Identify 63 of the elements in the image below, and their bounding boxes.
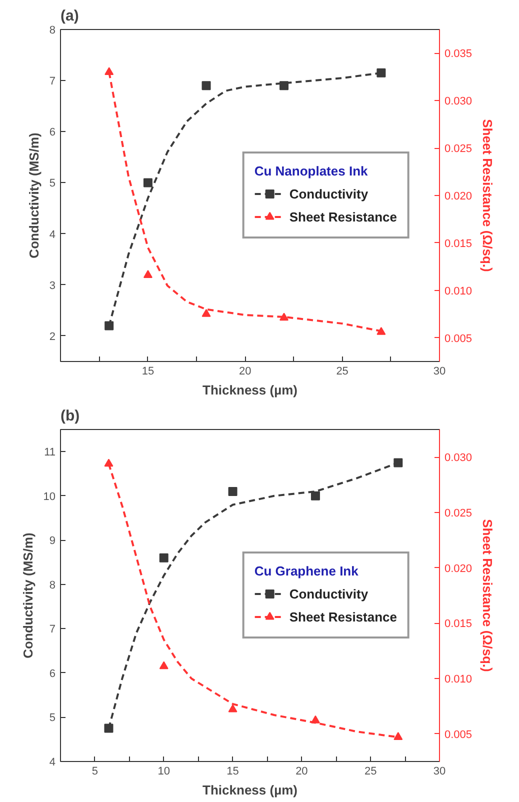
y-tick-label: 6 [49, 668, 56, 680]
y2-tick-label: 0.005 [444, 728, 472, 741]
y-tick-label: 2 [49, 330, 56, 343]
point [159, 553, 168, 562]
y2-tick-label: 0.025 [444, 143, 472, 156]
y2-tick-label: 0.010 [444, 285, 472, 298]
legend-title: Cu Graphene Ink [254, 564, 360, 578]
chart-title: (a) [60, 8, 79, 24]
y2-tick-label: 0.015 [444, 618, 472, 630]
x-axis-title: Thickness (µm) [202, 782, 298, 798]
y-tick-label: 10 [43, 490, 56, 503]
y2-tick-label: 0.010 [444, 674, 472, 686]
y2-axis-title: Sheet Resistance (Ω/sq.) [480, 119, 496, 272]
point [159, 661, 168, 670]
y-tick-label: 7 [49, 76, 56, 88]
x-tick-label: 5 [92, 766, 98, 778]
y2-tick-label: 0.025 [444, 508, 472, 520]
y-tick-label: 11 [44, 446, 56, 459]
point [202, 308, 211, 317]
y-tick-label: 3 [49, 280, 56, 292]
y-axis-title: Conductivity (MS/m) [20, 532, 36, 658]
y2-tick-label: 0.030 [444, 96, 472, 108]
y-tick-label: 8 [49, 579, 56, 592]
x-axis-title: Thickness (µm) [202, 382, 298, 398]
legend-label: Sheet Resistance [289, 609, 397, 624]
y-tick-label: 4 [49, 756, 56, 768]
x-tick-label: 20 [296, 766, 308, 778]
y-tick-label: 7 [49, 624, 56, 636]
x-tick-label: 15 [142, 366, 154, 378]
y-tick-label: 9 [49, 535, 56, 548]
legend-label: Conductivity [289, 586, 368, 601]
y-tick-label: 8 [49, 24, 56, 36]
y-axis-title: Conductivity (MS/m) [26, 132, 42, 258]
y-tick-label: 6 [49, 126, 56, 139]
point [376, 326, 386, 335]
y-tick-label: 4 [49, 228, 56, 241]
x-tick-label: 20 [239, 366, 252, 378]
point [310, 491, 320, 500]
point [394, 732, 403, 740]
x-tick-label: 15 [226, 766, 239, 778]
y2-tick-label: 0.015 [444, 238, 472, 250]
y2-tick-label: 0.020 [444, 190, 472, 202]
point [228, 704, 238, 712]
x-tick-label: 10 [158, 766, 170, 778]
x-tick-label: 25 [364, 766, 377, 778]
legend-label: Sheet Resistance [289, 209, 397, 224]
y2-tick-label: 0.020 [444, 562, 472, 575]
legend-label: Conductivity [289, 186, 368, 201]
y2-axis-title: Sheet Resistance (Ω/sq.) [480, 519, 496, 672]
point [143, 178, 152, 188]
y-tick-label: 5 [49, 178, 56, 190]
x-tick-label: 25 [336, 366, 348, 378]
point [228, 486, 238, 496]
chart-title: (b) [60, 408, 80, 424]
point [202, 81, 211, 90]
point [143, 270, 152, 278]
y2-tick-label: 0.030 [444, 452, 472, 464]
x-tick-label: 30 [433, 366, 446, 378]
y-tick-label: 5 [49, 712, 56, 724]
legend-title: Cu Nanoplates Ink [254, 164, 369, 178]
x-tick-label: 30 [433, 766, 446, 778]
y2-tick-label: 0.035 [444, 48, 472, 60]
y2-tick-label: 0.005 [444, 332, 472, 345]
